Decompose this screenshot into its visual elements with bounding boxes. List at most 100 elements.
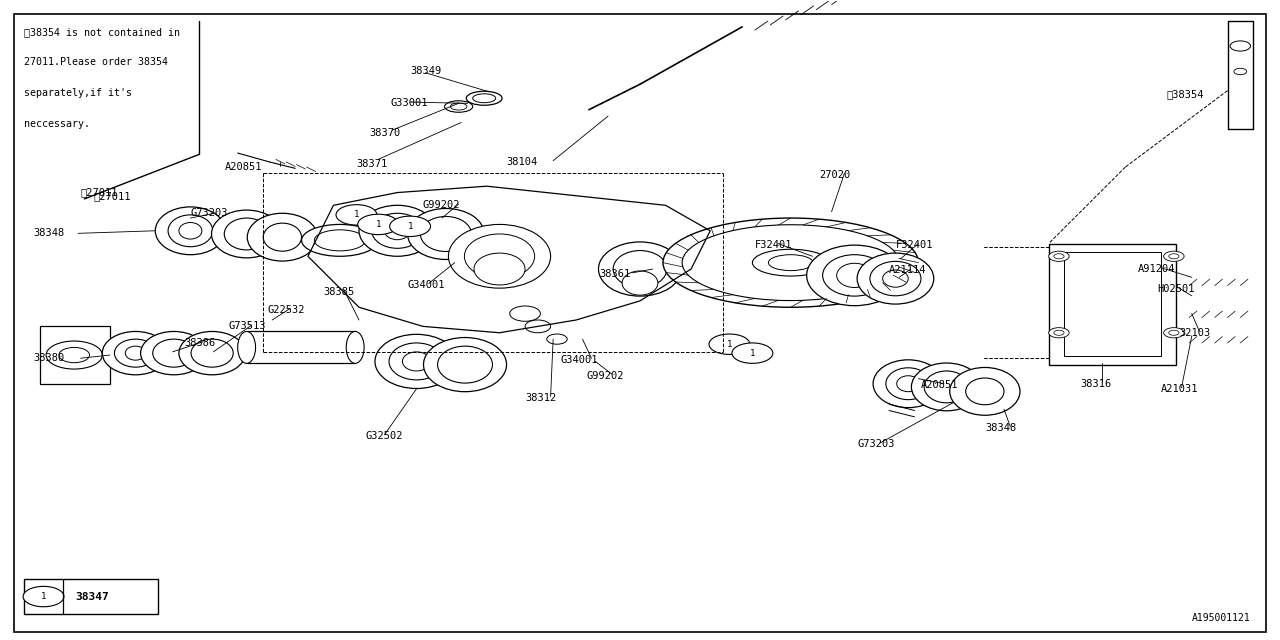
Text: 38386: 38386: [184, 338, 215, 348]
Ellipse shape: [870, 261, 922, 296]
Text: 1: 1: [407, 222, 412, 231]
Ellipse shape: [883, 270, 909, 287]
Ellipse shape: [424, 337, 507, 392]
Text: 38370: 38370: [369, 128, 401, 138]
Ellipse shape: [448, 225, 550, 288]
Ellipse shape: [315, 230, 365, 251]
Text: H02501: H02501: [1157, 284, 1194, 294]
Text: A195001121: A195001121: [1192, 612, 1251, 623]
Ellipse shape: [407, 209, 484, 259]
Text: G73203: G73203: [858, 439, 895, 449]
Ellipse shape: [247, 213, 317, 261]
Text: ※27011: ※27011: [81, 188, 118, 198]
Text: A21031: A21031: [1161, 384, 1198, 394]
Circle shape: [23, 586, 64, 607]
Circle shape: [1234, 68, 1247, 75]
Ellipse shape: [466, 92, 502, 105]
Text: 38349: 38349: [410, 67, 442, 77]
Ellipse shape: [837, 263, 873, 287]
Ellipse shape: [897, 376, 920, 392]
Text: 38312: 38312: [525, 393, 557, 403]
Ellipse shape: [211, 210, 282, 258]
Ellipse shape: [451, 103, 467, 110]
Ellipse shape: [823, 255, 887, 296]
Circle shape: [1230, 41, 1251, 51]
Ellipse shape: [168, 215, 212, 246]
Ellipse shape: [114, 339, 156, 367]
Text: ※38354: ※38354: [1166, 89, 1203, 99]
Ellipse shape: [965, 378, 1004, 404]
Ellipse shape: [622, 271, 658, 295]
Text: 32103: 32103: [1179, 328, 1210, 338]
Text: A20851: A20851: [922, 380, 959, 390]
Ellipse shape: [238, 332, 256, 364]
Text: 38371: 38371: [356, 159, 388, 169]
Text: G99202: G99202: [586, 371, 623, 381]
Text: G34001: G34001: [561, 355, 598, 365]
Text: 38361: 38361: [599, 269, 630, 279]
Ellipse shape: [753, 249, 829, 276]
Ellipse shape: [682, 225, 900, 301]
Ellipse shape: [886, 368, 931, 399]
Circle shape: [59, 348, 90, 363]
Ellipse shape: [389, 343, 444, 380]
FancyBboxPatch shape: [24, 579, 159, 614]
Circle shape: [389, 216, 430, 237]
Text: 1: 1: [375, 220, 381, 229]
Text: 38348: 38348: [984, 423, 1016, 433]
Text: G22532: G22532: [268, 305, 305, 315]
Circle shape: [1164, 251, 1184, 261]
Circle shape: [1048, 328, 1069, 338]
Text: G99202: G99202: [422, 200, 461, 211]
Circle shape: [357, 214, 398, 235]
Text: A20851: A20851: [225, 162, 262, 172]
Ellipse shape: [358, 205, 435, 256]
Ellipse shape: [858, 253, 934, 304]
Ellipse shape: [179, 332, 246, 375]
Ellipse shape: [141, 332, 207, 375]
Text: 27020: 27020: [819, 170, 850, 180]
Ellipse shape: [152, 339, 195, 367]
Ellipse shape: [950, 367, 1020, 415]
Ellipse shape: [264, 223, 302, 251]
Text: F32401: F32401: [896, 240, 933, 250]
Circle shape: [1053, 253, 1064, 259]
Text: G73513: G73513: [229, 321, 266, 332]
Text: 1: 1: [750, 349, 755, 358]
Circle shape: [709, 334, 750, 355]
FancyBboxPatch shape: [40, 326, 110, 384]
Ellipse shape: [873, 360, 943, 408]
Circle shape: [547, 334, 567, 344]
Text: 38104: 38104: [506, 157, 538, 167]
Text: ※38354 is not contained in: ※38354 is not contained in: [24, 27, 180, 37]
Circle shape: [509, 306, 540, 321]
Text: 1: 1: [353, 211, 360, 220]
Circle shape: [337, 205, 376, 225]
Ellipse shape: [375, 334, 458, 388]
Text: A21114: A21114: [890, 266, 927, 275]
Text: 1: 1: [41, 592, 46, 601]
Ellipse shape: [438, 346, 493, 383]
Ellipse shape: [155, 207, 225, 255]
Ellipse shape: [663, 218, 919, 307]
Text: G34001: G34001: [407, 280, 445, 290]
Ellipse shape: [371, 213, 422, 248]
FancyBboxPatch shape: [1064, 252, 1161, 356]
Ellipse shape: [125, 346, 146, 360]
Circle shape: [525, 320, 550, 333]
Ellipse shape: [911, 363, 982, 411]
Circle shape: [1053, 330, 1064, 335]
Text: ※27011: ※27011: [93, 191, 131, 201]
Text: neccessary.: neccessary.: [24, 118, 91, 129]
Text: G73203: G73203: [191, 208, 228, 218]
Circle shape: [1164, 328, 1184, 338]
Text: 38385: 38385: [324, 287, 355, 297]
Text: 38347: 38347: [76, 591, 109, 602]
Ellipse shape: [444, 100, 472, 112]
Ellipse shape: [474, 253, 525, 285]
Ellipse shape: [768, 255, 813, 271]
Text: 1: 1: [727, 340, 732, 349]
Circle shape: [732, 343, 773, 364]
Circle shape: [46, 341, 102, 369]
Ellipse shape: [179, 223, 202, 239]
